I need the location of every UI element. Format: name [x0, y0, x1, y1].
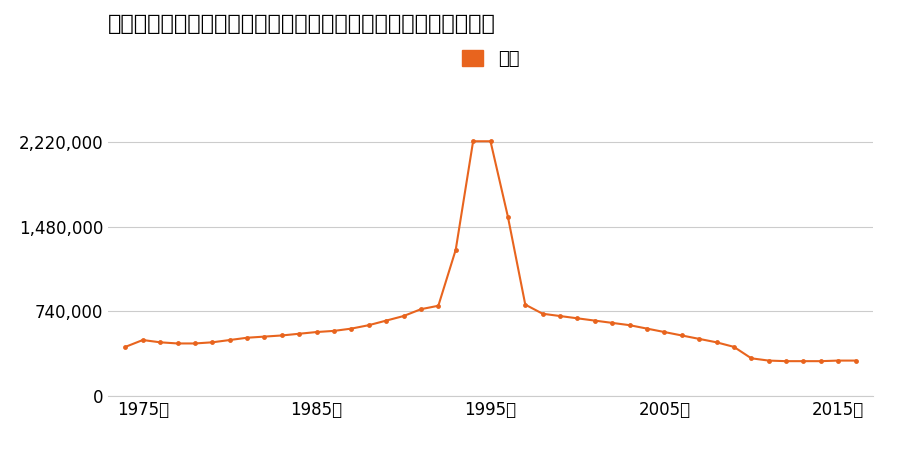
Legend: 価格: 価格	[454, 43, 526, 76]
Text: 大阪府東大阪市小阪本町１丁目３２番４及び３２番５の地価推移: 大阪府東大阪市小阪本町１丁目３２番４及び３２番５の地価推移	[108, 14, 496, 34]
